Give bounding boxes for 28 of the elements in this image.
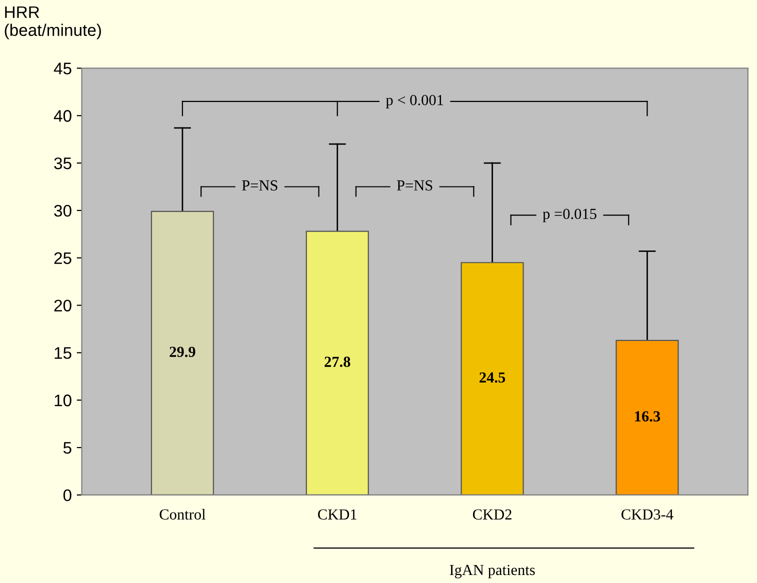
annotation: P=NS — [242, 180, 278, 191]
y-tick-label: 0 — [63, 489, 72, 502]
annotation: P=NS — [396, 180, 432, 191]
data-label: 29.9 — [170, 346, 196, 358]
y-tick-label: 15 — [54, 347, 72, 359]
y-tick-label: 35 — [54, 157, 72, 170]
bar — [460, 262, 524, 495]
y-tick-label: 10 — [54, 394, 72, 406]
bar — [616, 340, 679, 495]
y-tick-label: 5 — [63, 442, 72, 454]
data-label: 24.5 — [480, 372, 506, 383]
annotation: p < 0.001 — [386, 94, 444, 108]
data-label: 16.3 — [635, 411, 660, 422]
annotation: p =0.015 — [542, 208, 596, 222]
x-tick-label: CKD1 — [318, 509, 356, 520]
x-tick-label: Control — [160, 508, 206, 520]
bar — [306, 230, 369, 495]
x-tick-label: CKD3-4 — [622, 509, 674, 520]
y-tick-label: 45 — [54, 62, 72, 74]
y-tick-label: 30 — [54, 204, 72, 217]
bar — [150, 210, 214, 495]
y-tick-label: 40 — [54, 110, 72, 122]
y-tick-label: 25 — [54, 252, 72, 264]
x-tick-label: CKD2 — [472, 509, 512, 520]
y-tick-label: 20 — [54, 300, 72, 312]
y-axis-title: HRR (beat/minute) — [4, 6, 101, 40]
data-label: 27.8 — [324, 356, 350, 368]
text: IgAN patients — [450, 564, 535, 578]
